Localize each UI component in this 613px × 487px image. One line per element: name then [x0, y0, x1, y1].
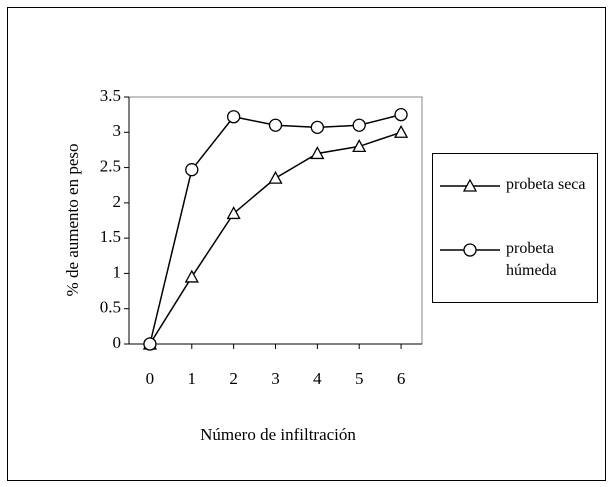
x-tick-label: 6: [397, 369, 406, 388]
marker: [310, 120, 325, 134]
legend-marker: [462, 178, 478, 192]
x-tick-label: 3: [271, 369, 280, 388]
x-axis-label: Número de infiltración: [200, 425, 356, 444]
marker: [352, 139, 367, 153]
marker: [143, 337, 157, 351]
y-tick-label: 0.5: [100, 298, 121, 317]
x-tick-label: 4: [313, 369, 322, 388]
x-tick-label: 5: [355, 369, 364, 388]
marker: [226, 206, 241, 220]
y-axis-label: % de aumento en peso: [63, 144, 82, 297]
y-tick-label: 1.5: [100, 227, 121, 246]
y-tick-label: 2: [113, 192, 122, 211]
x-tick-label: 1: [188, 369, 197, 388]
y-tick-label: 3: [113, 121, 122, 140]
marker: [268, 170, 283, 184]
marker: [393, 124, 409, 138]
marker: [185, 163, 199, 177]
legend-box: [432, 153, 598, 303]
y-tick-label: 0: [113, 333, 122, 352]
legend-marker: [463, 243, 477, 257]
y-tick-label: 2.5: [100, 156, 121, 175]
marker: [352, 118, 366, 132]
marker: [394, 107, 408, 122]
legend-label: probeta húmeda: [506, 240, 557, 279]
y-tick-label: 1: [113, 262, 122, 281]
y-tick-label: 3.5: [100, 86, 121, 105]
marker: [184, 269, 199, 283]
marker: [268, 118, 283, 132]
marker: [310, 146, 325, 160]
x-tick-label: 2: [229, 369, 238, 388]
marker: [226, 110, 241, 124]
x-tick-label: 0: [146, 369, 155, 388]
legend-label: probeta seca: [506, 176, 586, 193]
